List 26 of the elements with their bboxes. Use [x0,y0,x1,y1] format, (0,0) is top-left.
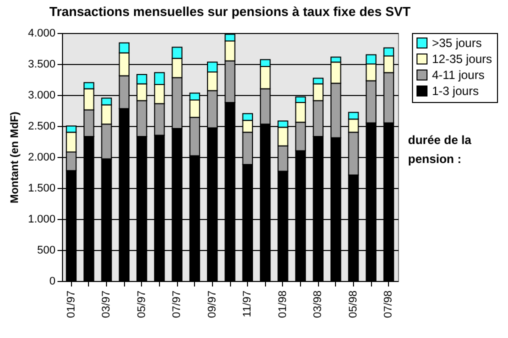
y-tick-label: 3.000 [28,90,56,102]
x-tick-label: 05/97 [136,290,148,318]
y-tick-label: 1.500 [28,182,56,194]
x-tick-label: 01/98 [276,290,289,318]
y-axis-title: Montant (en MdF) [8,111,21,204]
x-tick-label: 03/98 [312,290,324,318]
legend-label: >35 jours [432,36,482,50]
chart-title: Transactions mensuelles sur pensions à taux fixe des SVT [49,4,411,19]
x-tick-label: 11/97 [242,290,254,318]
y-tick-label: 500 [37,244,56,256]
legend-label: 12-35 jours [432,52,492,66]
x-tick-label: 01/97 [65,290,78,318]
legend-title: durée de la pension : [408,133,472,166]
legend-label: 4-11 jours [432,68,484,82]
y-tick-label: 0 [49,276,56,288]
y-tick-label: 2.000 [28,152,56,164]
y-tick-label: 3.500 [28,58,56,70]
x-tick-label: 09/97 [206,290,218,318]
x-tick-label: 03/97 [100,290,113,318]
x-tick-label: 07/98 [382,290,395,318]
x-tick-label: 07/97 [171,290,184,318]
y-tick-label: 2.500 [28,120,56,132]
y-tick-label: 4.000 [28,28,56,40]
y-tick-label: 1.000 [28,214,56,226]
x-tick-label: 05/98 [347,290,360,318]
legend-label: 1-3 jours [432,84,479,98]
